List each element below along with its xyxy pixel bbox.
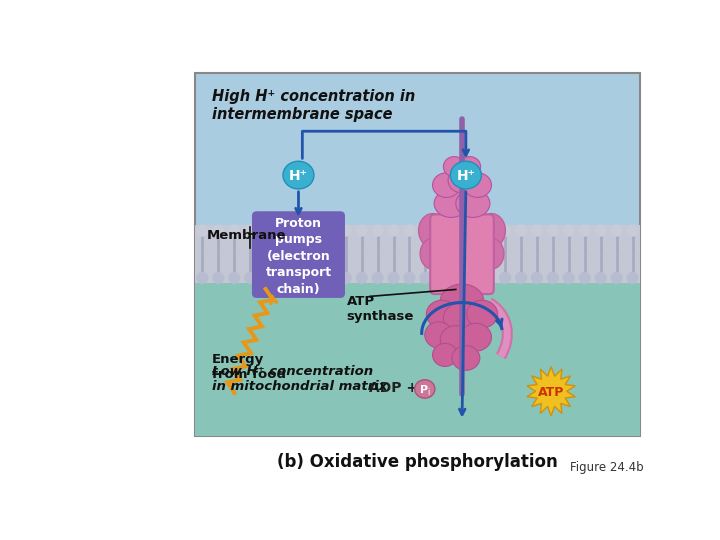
Ellipse shape [420, 238, 445, 269]
Ellipse shape [418, 214, 446, 247]
Ellipse shape [477, 214, 505, 247]
Circle shape [341, 273, 351, 284]
Text: ATP
synthase: ATP synthase [346, 295, 414, 323]
Bar [194, 254, 640, 436]
Circle shape [436, 225, 446, 236]
Text: High H⁺ concentration in
intermembrane space: High H⁺ concentration in intermembrane s… [212, 90, 415, 122]
Circle shape [404, 273, 415, 284]
Circle shape [516, 225, 526, 236]
Text: H⁺: H⁺ [456, 169, 475, 183]
Circle shape [452, 225, 463, 236]
Text: ADP +: ADP + [369, 381, 423, 395]
Bar [194, 225, 640, 284]
Circle shape [484, 225, 495, 236]
Circle shape [308, 225, 319, 236]
Circle shape [563, 273, 575, 284]
Ellipse shape [433, 343, 457, 367]
Circle shape [531, 273, 542, 284]
Ellipse shape [441, 284, 484, 318]
Circle shape [627, 225, 638, 236]
Text: Membrane: Membrane [207, 229, 287, 242]
Circle shape [276, 225, 287, 236]
Ellipse shape [451, 161, 482, 189]
Ellipse shape [425, 322, 453, 348]
Ellipse shape [459, 157, 481, 177]
Ellipse shape [444, 157, 465, 177]
Text: Figure 24.4b: Figure 24.4b [570, 462, 644, 475]
Circle shape [468, 273, 479, 284]
Circle shape [484, 273, 495, 284]
FancyBboxPatch shape [431, 214, 494, 294]
Ellipse shape [434, 190, 468, 218]
Circle shape [372, 273, 383, 284]
Text: (b) Oxidative phosphorylation: (b) Oxidative phosphorylation [277, 453, 558, 471]
Circle shape [580, 225, 590, 236]
Circle shape [356, 225, 367, 236]
Ellipse shape [441, 326, 472, 353]
Circle shape [547, 225, 558, 236]
Ellipse shape [448, 168, 476, 193]
Circle shape [580, 273, 590, 284]
Circle shape [627, 273, 638, 284]
Circle shape [388, 225, 399, 236]
Ellipse shape [444, 302, 481, 333]
Circle shape [197, 273, 208, 284]
Circle shape [356, 273, 367, 284]
Circle shape [292, 225, 303, 236]
Circle shape [420, 273, 431, 284]
Circle shape [500, 225, 510, 236]
Circle shape [468, 225, 479, 236]
Circle shape [531, 225, 542, 236]
Circle shape [213, 225, 224, 236]
Circle shape [308, 273, 319, 284]
Text: Energy
from food: Energy from food [212, 353, 286, 381]
Text: H⁺: H⁺ [289, 169, 308, 183]
Circle shape [261, 273, 271, 284]
Circle shape [420, 225, 431, 236]
Circle shape [388, 273, 399, 284]
Text: i: i [428, 388, 430, 396]
Ellipse shape [456, 190, 490, 218]
Circle shape [547, 273, 558, 284]
Ellipse shape [479, 238, 504, 269]
Circle shape [325, 225, 336, 236]
Circle shape [452, 273, 463, 284]
Text: ATP: ATP [538, 386, 564, 399]
Circle shape [595, 225, 606, 236]
Circle shape [276, 273, 287, 284]
Text: Proton
pumps
(electron
transport
chain): Proton pumps (electron transport chain) [266, 217, 331, 295]
FancyBboxPatch shape [194, 72, 640, 436]
Circle shape [213, 273, 224, 284]
Polygon shape [527, 367, 575, 416]
Circle shape [245, 273, 256, 284]
Ellipse shape [433, 173, 461, 198]
Ellipse shape [464, 173, 492, 198]
Circle shape [516, 273, 526, 284]
FancyBboxPatch shape [252, 211, 345, 298]
Circle shape [436, 273, 446, 284]
Ellipse shape [452, 346, 480, 370]
Circle shape [611, 273, 622, 284]
Ellipse shape [426, 300, 457, 328]
Circle shape [325, 273, 336, 284]
Circle shape [595, 273, 606, 284]
Circle shape [197, 225, 208, 236]
Circle shape [229, 225, 240, 236]
Circle shape [500, 273, 510, 284]
Ellipse shape [415, 380, 435, 398]
Circle shape [563, 225, 575, 236]
Text: Low H⁺ concentration
in mitochondrial matrix: Low H⁺ concentration in mitochondrial ma… [212, 365, 387, 393]
Ellipse shape [461, 323, 492, 351]
Text: P: P [420, 384, 428, 395]
Circle shape [245, 225, 256, 236]
Ellipse shape [283, 161, 314, 189]
Circle shape [611, 225, 622, 236]
Circle shape [341, 225, 351, 236]
Circle shape [229, 273, 240, 284]
Circle shape [292, 273, 303, 284]
Circle shape [372, 225, 383, 236]
Ellipse shape [467, 300, 498, 328]
Circle shape [261, 225, 271, 236]
Circle shape [404, 225, 415, 236]
